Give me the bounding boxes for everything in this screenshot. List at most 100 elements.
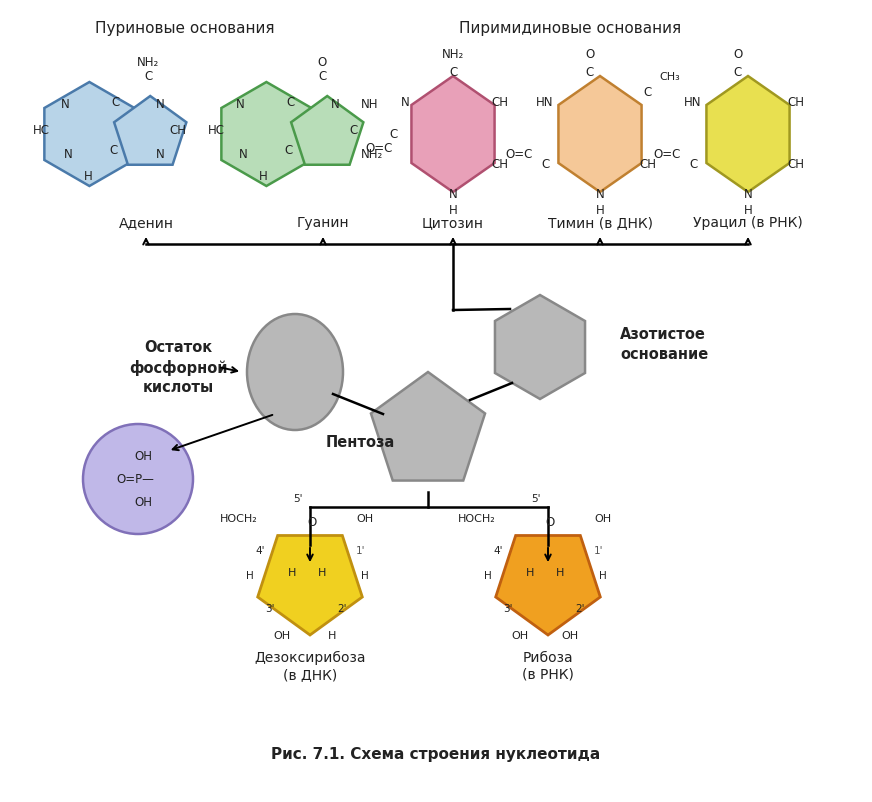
Text: O=C: O=C bbox=[506, 148, 533, 161]
Text: O=P—: O=P— bbox=[116, 473, 154, 486]
Text: основание: основание bbox=[620, 347, 708, 362]
Text: CH: CH bbox=[492, 96, 508, 109]
Text: N: N bbox=[400, 96, 409, 109]
Text: H: H bbox=[555, 567, 564, 577]
Text: H: H bbox=[246, 570, 254, 581]
Text: O: O bbox=[307, 516, 317, 529]
Text: 5': 5' bbox=[293, 493, 303, 504]
Text: H: H bbox=[259, 169, 268, 182]
Text: C: C bbox=[449, 67, 457, 79]
Text: O: O bbox=[585, 48, 595, 62]
Text: NH₂: NH₂ bbox=[137, 56, 159, 70]
Text: H: H bbox=[328, 630, 337, 640]
Text: OH: OH bbox=[512, 630, 528, 640]
Text: N: N bbox=[239, 148, 248, 161]
Text: 1': 1' bbox=[356, 545, 365, 555]
Text: 4': 4' bbox=[255, 545, 265, 555]
Polygon shape bbox=[495, 296, 585, 399]
Polygon shape bbox=[706, 77, 789, 192]
Text: 3': 3' bbox=[265, 603, 275, 614]
Polygon shape bbox=[495, 536, 600, 635]
Text: Урацил (в РНК): Урацил (в РНК) bbox=[693, 216, 803, 229]
Text: H: H bbox=[288, 567, 296, 577]
Text: NH: NH bbox=[361, 99, 378, 111]
Text: NH₂: NH₂ bbox=[442, 48, 464, 62]
Text: 4': 4' bbox=[494, 545, 503, 555]
Text: Тимин (в ДНК): Тимин (в ДНК) bbox=[548, 216, 652, 229]
Text: C: C bbox=[144, 71, 152, 83]
Text: OH: OH bbox=[562, 630, 578, 640]
Text: C: C bbox=[734, 67, 742, 79]
Text: N: N bbox=[330, 99, 339, 111]
Text: C: C bbox=[689, 158, 697, 172]
Polygon shape bbox=[114, 97, 187, 165]
Text: CH: CH bbox=[492, 158, 508, 172]
Text: OH: OH bbox=[357, 513, 373, 524]
Text: Цитозин: Цитозин bbox=[422, 216, 484, 229]
Text: H: H bbox=[596, 205, 604, 217]
Text: 3': 3' bbox=[503, 603, 513, 614]
Text: N: N bbox=[61, 99, 70, 111]
Text: Рибоза: Рибоза bbox=[522, 650, 573, 664]
Text: Остаток: Остаток bbox=[144, 340, 212, 355]
Text: CH: CH bbox=[639, 158, 657, 172]
Text: C: C bbox=[109, 144, 117, 156]
Text: HOCH₂: HOCH₂ bbox=[221, 513, 258, 524]
Text: HN: HN bbox=[685, 96, 702, 109]
Text: CH: CH bbox=[169, 124, 187, 136]
Text: H: H bbox=[526, 567, 535, 577]
Text: N: N bbox=[155, 99, 165, 111]
Text: O: O bbox=[733, 48, 743, 62]
Text: OH: OH bbox=[134, 450, 152, 463]
Text: H: H bbox=[317, 567, 326, 577]
Text: HN: HN bbox=[536, 96, 554, 109]
Text: (в ДНК): (в ДНК) bbox=[283, 667, 337, 681]
Text: N: N bbox=[448, 188, 458, 201]
Text: Пуриновые основания: Пуриновые основания bbox=[95, 21, 275, 35]
Text: (в РНК): (в РНК) bbox=[522, 667, 574, 681]
Text: N: N bbox=[744, 188, 753, 201]
Text: Рис. 7.1. Схема строения нуклеотида: Рис. 7.1. Схема строения нуклеотида bbox=[271, 747, 601, 762]
Polygon shape bbox=[291, 97, 364, 165]
Text: CH₃: CH₃ bbox=[659, 72, 680, 82]
Text: CH: CH bbox=[787, 96, 805, 109]
Text: 2': 2' bbox=[576, 603, 585, 614]
Text: Пентоза: Пентоза bbox=[325, 435, 395, 450]
Text: Гуанин: Гуанин bbox=[296, 216, 350, 229]
Text: фосфорной: фосфорной bbox=[129, 359, 228, 375]
Text: O: O bbox=[545, 516, 555, 529]
Text: O: O bbox=[317, 56, 327, 70]
Text: Дезоксирибоза: Дезоксирибоза bbox=[255, 650, 365, 664]
Text: OH: OH bbox=[134, 496, 152, 508]
Text: N: N bbox=[64, 148, 72, 161]
Text: HC: HC bbox=[208, 124, 225, 136]
Polygon shape bbox=[44, 83, 134, 187]
Text: Пиримидиновые основания: Пиримидиновые основания bbox=[459, 21, 681, 35]
Text: O=C: O=C bbox=[654, 148, 681, 161]
Text: N: N bbox=[596, 188, 604, 201]
Text: CH: CH bbox=[787, 158, 805, 172]
Text: H: H bbox=[599, 570, 607, 581]
Text: N: N bbox=[155, 148, 165, 161]
Text: C: C bbox=[389, 128, 397, 141]
Text: C: C bbox=[318, 71, 326, 83]
Text: кислоты: кислоты bbox=[142, 380, 214, 395]
Text: HC: HC bbox=[33, 124, 50, 136]
Text: NH₂: NH₂ bbox=[361, 148, 383, 161]
Polygon shape bbox=[412, 77, 494, 192]
Polygon shape bbox=[221, 83, 311, 187]
Text: O=C: O=C bbox=[365, 141, 393, 154]
Text: Азотистое: Азотистое bbox=[620, 327, 705, 342]
Text: H: H bbox=[484, 570, 492, 581]
Text: C: C bbox=[644, 87, 652, 99]
Text: C: C bbox=[111, 96, 119, 109]
Text: C: C bbox=[349, 124, 358, 136]
Text: C: C bbox=[586, 67, 594, 79]
Text: OH: OH bbox=[595, 513, 611, 524]
Text: H: H bbox=[361, 570, 369, 581]
Text: C: C bbox=[541, 158, 549, 172]
Text: HOCH₂: HOCH₂ bbox=[459, 513, 496, 524]
Circle shape bbox=[83, 424, 193, 534]
Text: H: H bbox=[448, 205, 458, 217]
Ellipse shape bbox=[247, 314, 343, 431]
